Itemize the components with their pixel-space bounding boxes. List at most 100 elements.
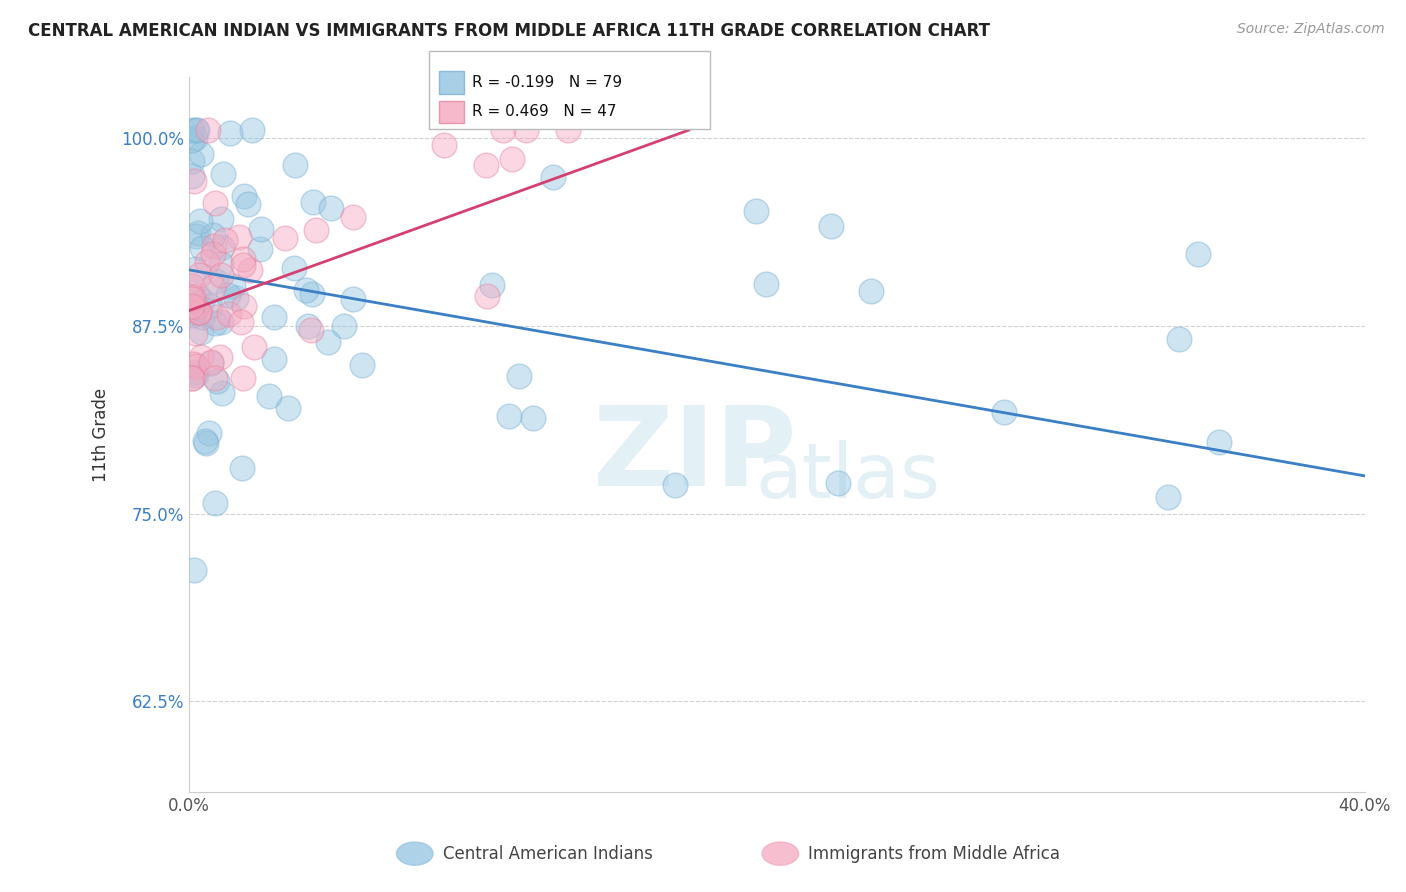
Point — [201, 246, 224, 260]
Point — [181, 153, 204, 168]
Point — [263, 352, 285, 367]
Point — [190, 326, 212, 340]
Point — [332, 319, 354, 334]
Text: atlas: atlas — [755, 441, 941, 515]
Point — [1187, 247, 1209, 261]
Point — [744, 203, 766, 218]
Point — [184, 326, 207, 340]
Point — [195, 254, 218, 268]
Point — [236, 197, 259, 211]
Point — [198, 300, 221, 314]
Point — [194, 436, 217, 450]
Point — [299, 323, 322, 337]
Text: R = -0.199   N = 79: R = -0.199 N = 79 — [472, 75, 623, 89]
Point — [541, 169, 564, 184]
Point — [225, 291, 247, 305]
Point — [820, 219, 842, 234]
Point — [183, 261, 205, 276]
Point — [186, 368, 208, 382]
Point — [209, 211, 232, 226]
Point — [284, 157, 307, 171]
Text: Central American Indians: Central American Indians — [443, 845, 652, 863]
Point — [228, 229, 250, 244]
Point — [492, 123, 515, 137]
Point — [181, 169, 204, 184]
Point — [181, 308, 204, 322]
Point — [183, 563, 205, 577]
Point — [277, 401, 299, 416]
Point — [342, 210, 364, 224]
Point — [186, 123, 208, 137]
Point — [184, 228, 207, 243]
Point — [204, 196, 226, 211]
Point — [183, 173, 205, 187]
Point — [204, 371, 226, 385]
Point — [433, 138, 456, 153]
Point — [827, 475, 849, 490]
Point — [243, 340, 266, 354]
Point — [501, 152, 523, 166]
Point — [197, 123, 219, 137]
Text: Immigrants from Middle Africa: Immigrants from Middle Africa — [808, 845, 1060, 863]
Point — [211, 240, 233, 254]
Point — [218, 307, 240, 321]
Point — [211, 315, 233, 329]
Point — [181, 299, 204, 313]
Point — [181, 279, 204, 293]
Point — [191, 310, 214, 325]
Point — [352, 358, 374, 372]
Point — [214, 233, 236, 247]
Point — [202, 239, 225, 253]
Point — [250, 221, 273, 235]
Point — [316, 334, 339, 349]
Point — [231, 461, 253, 475]
Point — [181, 292, 204, 306]
Point — [184, 131, 207, 145]
Point — [183, 290, 205, 304]
Point — [859, 284, 882, 298]
Point — [508, 369, 530, 384]
Point — [305, 223, 328, 237]
Point — [283, 261, 305, 276]
Point — [302, 194, 325, 209]
Point — [297, 318, 319, 333]
Point — [232, 371, 254, 385]
Point — [1208, 434, 1230, 449]
Point — [522, 410, 544, 425]
Point — [184, 359, 207, 373]
Point — [232, 258, 254, 272]
Point — [232, 299, 254, 313]
Point — [202, 280, 225, 294]
Point — [181, 358, 204, 372]
Point — [181, 133, 204, 147]
Point — [204, 274, 226, 288]
Point — [263, 310, 285, 325]
Point — [181, 371, 204, 385]
Text: R = 0.469   N = 47: R = 0.469 N = 47 — [472, 104, 617, 119]
Point — [209, 257, 232, 271]
Point — [232, 252, 254, 266]
Point — [211, 167, 233, 181]
Point — [515, 123, 537, 137]
Point — [232, 188, 254, 202]
Point — [211, 385, 233, 400]
Point — [342, 293, 364, 307]
Point — [200, 355, 222, 369]
Point — [194, 434, 217, 449]
Point — [217, 288, 239, 302]
Point — [498, 409, 520, 424]
Point — [188, 305, 211, 319]
Point — [475, 289, 498, 303]
Point — [1157, 490, 1180, 504]
Point — [294, 283, 316, 297]
Point — [319, 201, 342, 215]
Point — [249, 242, 271, 256]
Point — [188, 305, 211, 319]
Point — [481, 277, 503, 292]
Point — [187, 226, 209, 240]
Point — [181, 371, 204, 385]
Point — [186, 288, 208, 302]
Point — [1167, 332, 1189, 346]
Point — [186, 300, 208, 314]
Point — [219, 127, 242, 141]
